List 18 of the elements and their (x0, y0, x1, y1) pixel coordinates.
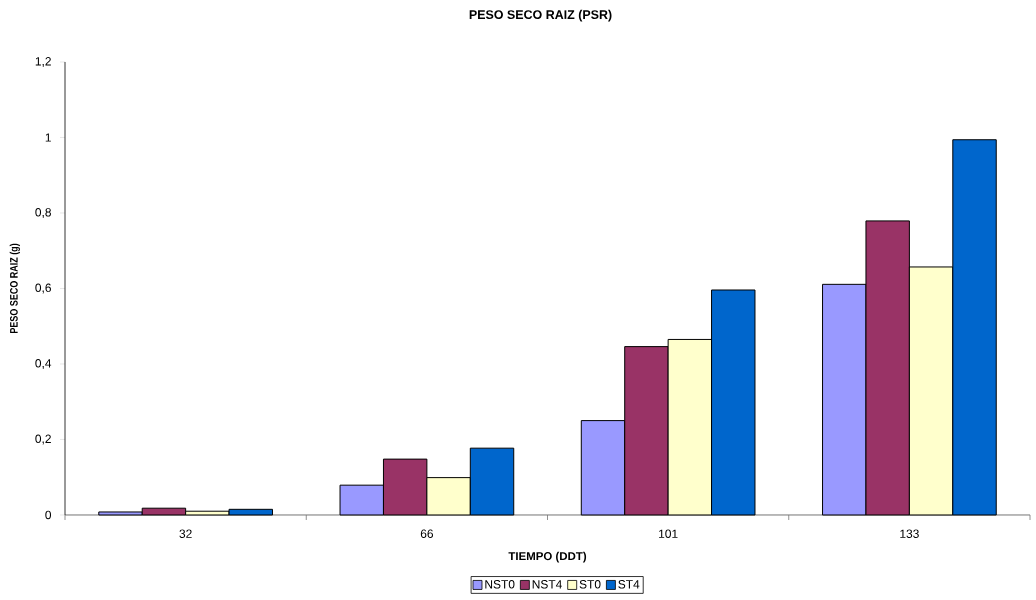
x-tick-label: 66 (420, 529, 434, 538)
y-tick-label: 1 (45, 133, 51, 142)
legend-label: NST4 (532, 580, 562, 589)
x-tick-label: 101 (659, 529, 678, 538)
y-tick-label: 0,4 (35, 359, 52, 369)
y-tick-label: 0 (45, 510, 52, 520)
legend-label: NST0 (485, 580, 515, 589)
legend-label: ST0 (579, 580, 601, 589)
x-tick-label: 133 (900, 529, 919, 538)
y-tick-label: 1,2 (35, 57, 51, 67)
legend-label: ST4 (618, 580, 640, 589)
x-tick-label: 32 (179, 529, 192, 538)
y-tick-label: 0,8 (35, 208, 51, 218)
chart-title: PESO SECO RAIZ (PSR) (469, 9, 612, 22)
x-axis-title: TIEMPO (DDT) (508, 551, 587, 563)
y-tick-label: 0,6 (35, 283, 51, 294)
y-axis-title: PESO SECO RAIZ (g) (9, 243, 20, 334)
y-tick-label: 0,2 (35, 434, 51, 445)
